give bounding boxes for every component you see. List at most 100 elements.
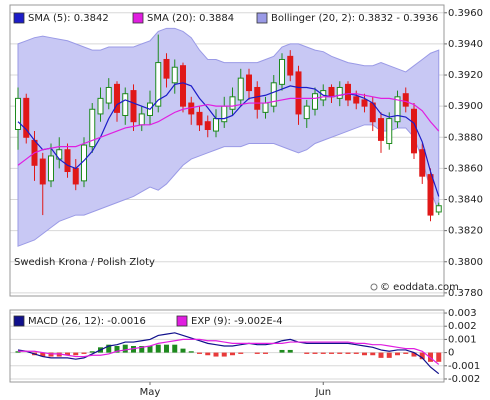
histogram-bar (197, 352, 202, 354)
candle-body (138, 113, 145, 126)
histogram-bar (73, 352, 79, 356)
histogram-bar (106, 344, 112, 353)
candle-body (287, 55, 294, 76)
histogram-bar (329, 352, 334, 354)
histogram-bar (254, 352, 260, 354)
y-tick-label: 0.001 (448, 334, 477, 345)
histogram-bar (419, 352, 425, 360)
histogram-bar (238, 352, 244, 354)
candle-body (122, 93, 129, 116)
histogram-bar (122, 344, 128, 353)
legend-label: SMA (5): 0.3842 (28, 13, 109, 24)
histogram-bar (230, 352, 235, 356)
legend-label: Bollinger (20, 2): 0.3832 - 0.3936 (271, 13, 438, 24)
histogram-bar (56, 352, 62, 357)
macd-line (18, 338, 440, 365)
legend-swatch (13, 12, 25, 24)
candle-body (72, 167, 79, 185)
histogram-bar (131, 346, 136, 353)
candle-body (15, 97, 21, 130)
y-tick-label: 0.3960 (448, 8, 483, 19)
histogram-bar (221, 352, 227, 357)
candle-body (345, 83, 351, 101)
y-tick-label: 0.3860 (448, 163, 483, 174)
candle-body (130, 90, 137, 123)
candle-body (411, 108, 417, 154)
candle-body (229, 96, 236, 110)
y-tick-label: 0.3900 (448, 101, 483, 112)
candle-body (402, 93, 409, 107)
y-tick-label: 0.002 (448, 321, 477, 332)
y-tick-label: 0.3800 (448, 257, 483, 268)
histogram-bar (312, 352, 318, 354)
histogram-bar (403, 352, 409, 354)
legend-swatch (13, 315, 25, 327)
histogram-bar (114, 346, 120, 353)
candle-body (279, 58, 285, 85)
chart-title: Swedish Krona / Polish Zloty (14, 257, 155, 268)
candle-body (386, 118, 393, 144)
candle-body (89, 108, 96, 148)
candle-body (419, 149, 426, 177)
plot-frame (9, 4, 445, 297)
y-tick-label: 0 (448, 348, 454, 359)
histogram-bar (81, 352, 87, 354)
candle-body (97, 97, 104, 115)
candle-body (378, 118, 384, 141)
legend-label: EXP (9): -9.002E-4 (191, 316, 283, 327)
histogram-bar (180, 348, 186, 353)
candle-body (23, 97, 30, 138)
histogram-bar (395, 352, 400, 356)
candle-body (39, 158, 46, 185)
histogram-bar (188, 351, 194, 353)
candle-body (213, 118, 219, 132)
y-tick-label: 0.3940 (448, 39, 483, 50)
histogram-bar (213, 352, 219, 357)
candle-body (336, 86, 343, 99)
candle-body (171, 66, 178, 84)
candle-body (435, 205, 442, 213)
y-tick-label: 0.3880 (448, 132, 483, 143)
histogram-bar (263, 352, 268, 354)
histogram-bar (287, 349, 293, 353)
candle-body (180, 65, 186, 107)
candle-body (303, 105, 310, 120)
candle-body (64, 149, 71, 173)
legend-label: SMA (20): 0.3884 (147, 13, 234, 24)
histogram-bar (337, 352, 343, 354)
credit: © eoddata.com (380, 282, 459, 293)
candle-body (394, 96, 401, 123)
histogram-bar (370, 352, 376, 356)
legend-swatch (132, 12, 144, 24)
histogram-bar (386, 352, 392, 358)
histogram-bar (378, 352, 384, 358)
candle-body (163, 58, 170, 79)
legend-swatch (176, 315, 188, 327)
candle-body (312, 93, 318, 110)
candle-body (237, 77, 244, 101)
candle-body (353, 96, 360, 104)
histogram-bar (139, 346, 145, 353)
plot-frame (9, 309, 445, 383)
histogram-bar (345, 352, 351, 354)
legend-label: MACD (26, 12): -0.0016 (28, 316, 146, 327)
candle-body (155, 62, 162, 107)
credit-icon (370, 283, 378, 291)
candle-body (361, 99, 368, 107)
histogram-bar (436, 352, 442, 362)
candle-body (270, 82, 277, 107)
y-tick-label: -0.001 (448, 361, 480, 372)
candle-body (246, 74, 252, 92)
candle-body (105, 86, 112, 104)
candle-body (204, 121, 211, 130)
candle-body (328, 86, 335, 98)
histogram-bar (40, 352, 46, 357)
histogram-bar (320, 352, 326, 354)
y-tick-label: 0.3820 (448, 226, 483, 237)
y-tick-label: 0.003 (448, 308, 477, 319)
histogram-bar (172, 344, 178, 353)
histogram-bar (411, 352, 417, 357)
candle-body (196, 111, 203, 126)
